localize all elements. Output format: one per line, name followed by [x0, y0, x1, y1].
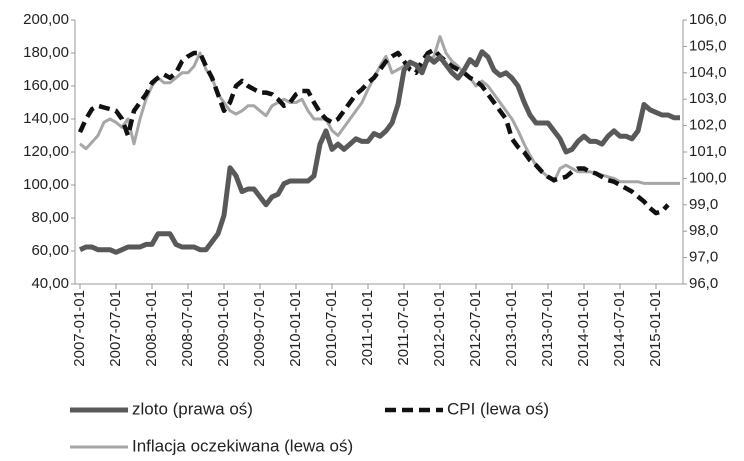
y-tick-label: 160,00 — [23, 77, 69, 94]
y-tick-label: 120,00 — [23, 143, 69, 160]
x-tick-label: 2013-01-01 — [503, 290, 520, 367]
series-line — [77, 47, 670, 216]
y-tick-label: 80,00 — [31, 209, 69, 226]
y-tick-label: 140,00 — [23, 110, 69, 127]
x-tick-label: 2008-07-01 — [179, 290, 196, 367]
legend-label: zloto (prawa oś) — [132, 399, 253, 418]
x-tick-label: 2009-01-01 — [215, 290, 232, 367]
legend-label: Inflacja oczekiwana (lewa oś) — [132, 436, 353, 455]
x-tick-label: 2007-07-01 — [107, 290, 124, 367]
y2-tick-label: 102,0 — [689, 117, 727, 134]
y2-tick-label: 105,0 — [689, 37, 727, 54]
x-tick-label: 2008-01-01 — [143, 290, 160, 367]
x-tick-label: 2009-07-01 — [251, 290, 268, 367]
x-tick-label: 2012-07-01 — [467, 290, 484, 367]
y-tick-label: 180,00 — [23, 44, 69, 61]
y2-tick-label: 106,0 — [689, 11, 727, 28]
y-tick-label: 40,00 — [31, 275, 69, 292]
y2-tick-label: 101,0 — [689, 143, 727, 160]
y2-tick-label: 99,0 — [689, 196, 718, 213]
y2-tick-label: 100,0 — [689, 169, 727, 186]
x-tick-label: 2010-01-01 — [287, 290, 304, 367]
y-tick-label: 100,00 — [23, 176, 69, 193]
x-tick-label: 2010-07-01 — [323, 290, 340, 367]
legend-label: CPI (lewa oś) — [447, 399, 549, 418]
x-tick-label: 2014-01-01 — [575, 290, 592, 367]
x-tick-label: 2007-01-01 — [71, 290, 88, 367]
y2-tick-label: 97,0 — [689, 249, 718, 266]
y-tick-label: 200,00 — [23, 11, 69, 28]
y2-tick-label: 104,0 — [689, 64, 727, 81]
x-tick-label: 2011-07-01 — [395, 290, 412, 366]
series-line — [78, 49, 680, 255]
x-tick-label: 2013-07-01 — [539, 290, 556, 367]
y2-tick-label: 103,0 — [689, 90, 727, 107]
y2-tick-label: 98,0 — [689, 222, 718, 239]
x-tick-label: 2015-01-01 — [647, 290, 664, 367]
y-tick-label: 60,00 — [31, 242, 69, 259]
y2-tick-label: 96,0 — [689, 275, 718, 292]
x-tick-label: 2014-07-01 — [611, 290, 628, 367]
x-tick-label: 2011-01-01 — [359, 290, 376, 366]
series-line — [79, 35, 680, 185]
x-tick-label: 2012-01-01 — [431, 290, 448, 367]
